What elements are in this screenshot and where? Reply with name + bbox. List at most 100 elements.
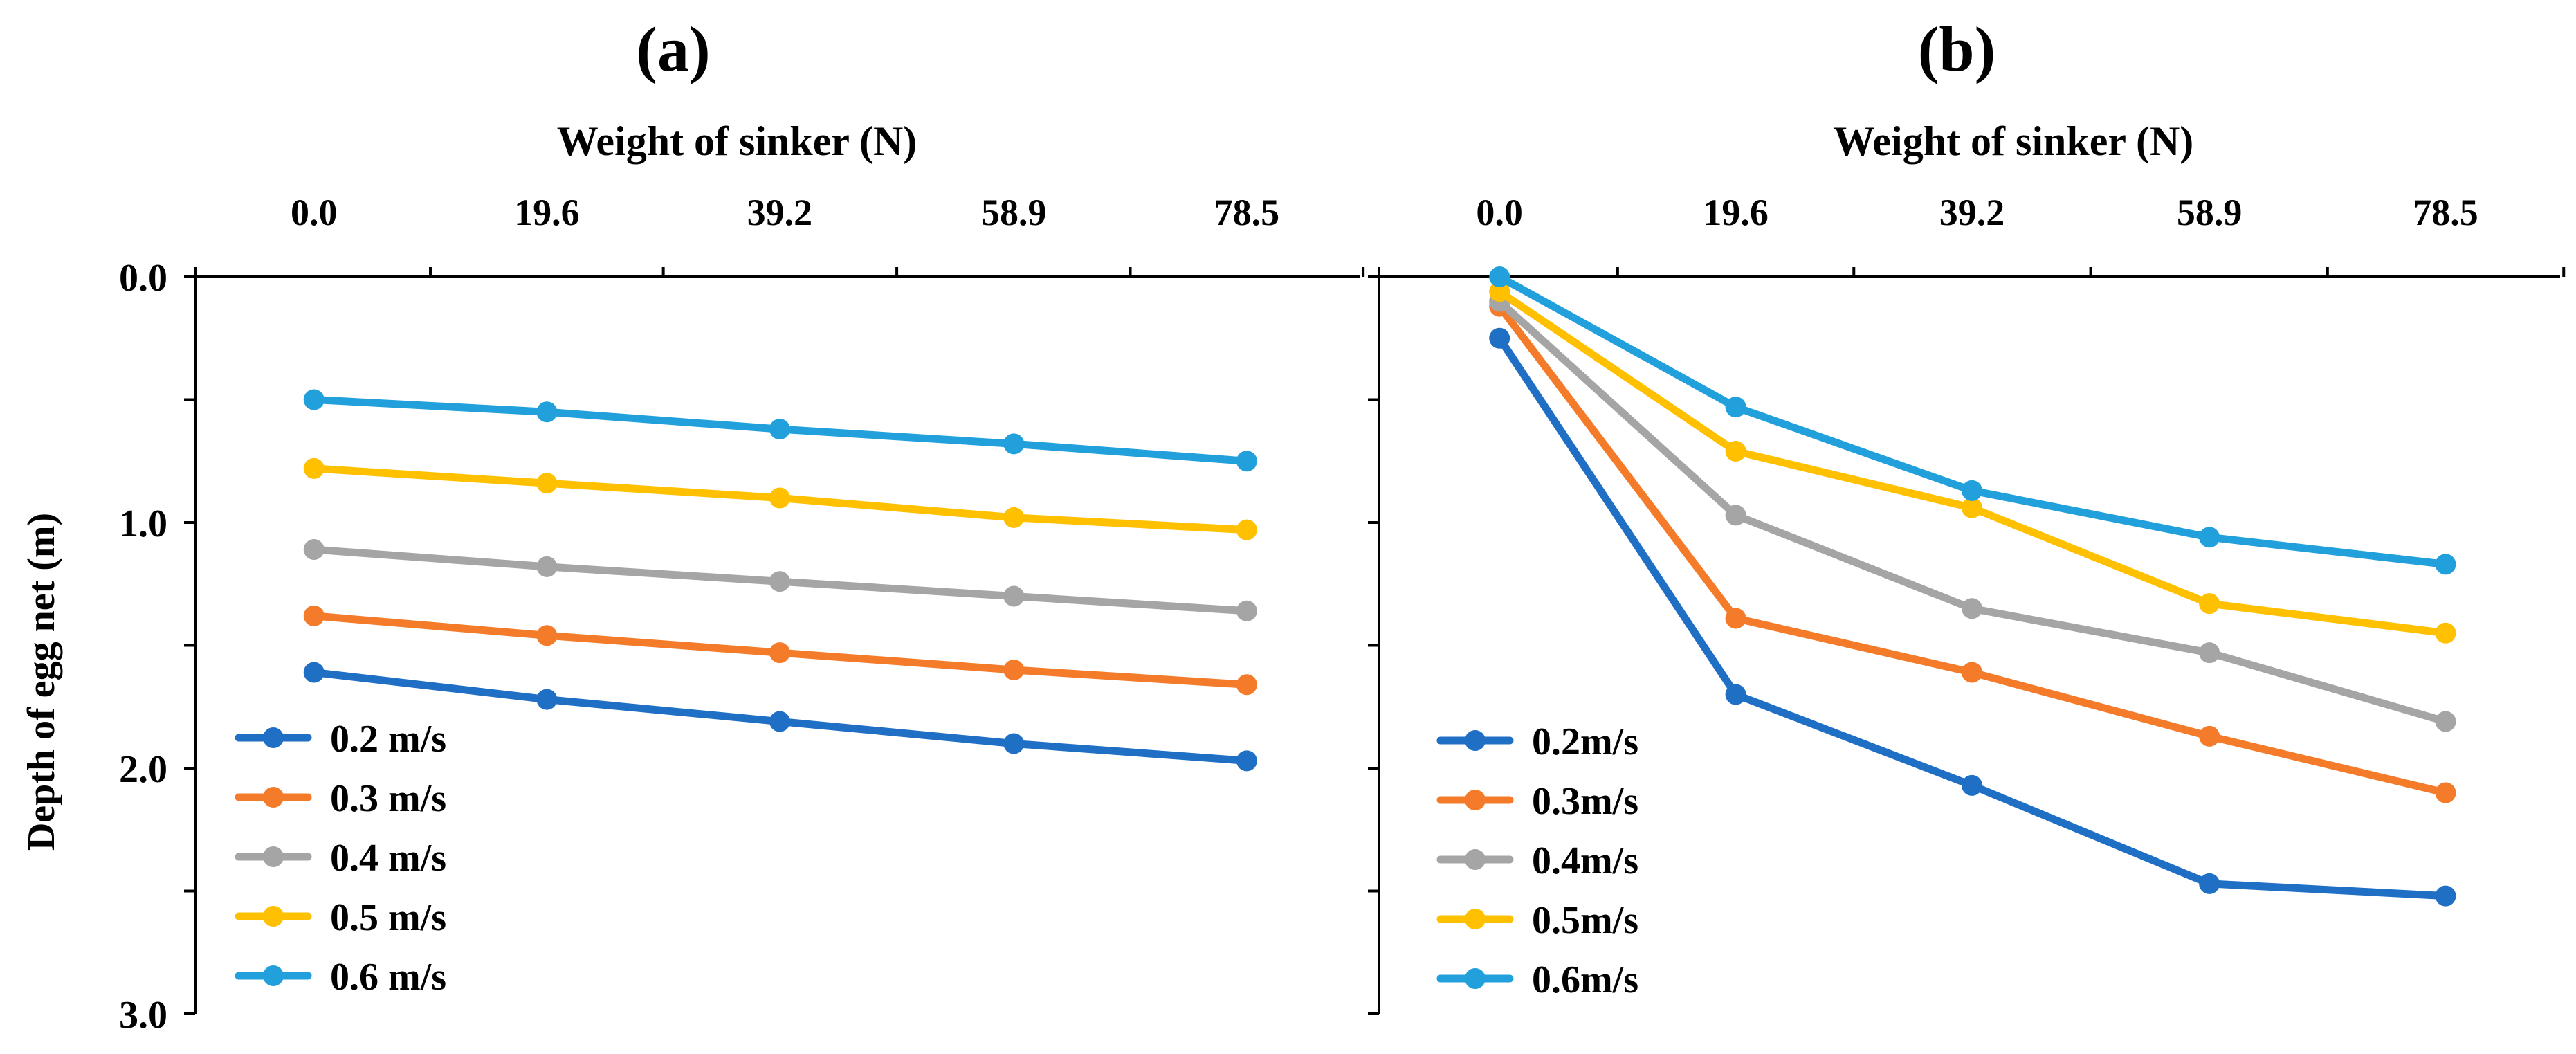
legend-item: 0.5m/s	[1436, 899, 1638, 942]
data-point	[1236, 451, 1257, 472]
data-point	[2435, 885, 2456, 907]
panel-a-legend: 0.2 m/s 0.3 m/s 0.4 m/s 0.5 m/s 0.6 m/s	[235, 718, 446, 999]
data-point	[769, 571, 790, 592]
panel-b-label: (b)	[1918, 14, 1995, 84]
legend-label: 0.2m/s	[1532, 720, 1638, 763]
legend-item: 0.3m/s	[1436, 780, 1638, 823]
data-point	[1961, 497, 1982, 518]
data-point	[2199, 593, 2220, 615]
x-tick-label: 78.5	[2413, 192, 2478, 233]
y-axis-title: Depth of egg net (m)	[20, 513, 63, 851]
legend-item: 0.4 m/s	[235, 837, 446, 880]
data-point	[536, 689, 558, 710]
data-point	[1003, 733, 1025, 754]
data-point	[303, 457, 325, 479]
data-point	[1961, 774, 1982, 796]
series-0-6m-s	[1489, 266, 2456, 575]
data-point	[1725, 441, 1746, 462]
data-point	[303, 605, 325, 626]
data-point	[2199, 873, 2220, 894]
x-tick-label: 0.0	[291, 192, 338, 233]
data-point	[1489, 281, 1510, 302]
data-point	[536, 473, 558, 494]
panel-b-x-axis-title: Weight of sinker (N)	[1834, 118, 2194, 164]
legend-swatch-marker	[263, 906, 284, 927]
panel-b-legend: 0.2m/s 0.3m/s 0.4m/s 0.5m/s 0.6m/s	[1436, 720, 1638, 1001]
legend-label: 0.3m/s	[1532, 780, 1638, 823]
legend-item: 0.4m/s	[1436, 839, 1638, 882]
x-tick-label: 19.6	[514, 192, 580, 233]
data-point	[1725, 608, 1746, 629]
data-point	[2435, 622, 2456, 644]
data-point	[303, 539, 325, 561]
data-point	[2199, 527, 2220, 548]
y-tick-label: 3.0	[119, 994, 167, 1037]
series-0-2-m-s	[303, 662, 1257, 772]
data-point	[1236, 674, 1257, 696]
data-point	[1003, 660, 1025, 680]
panel-a: (a) Weight of sinker (N) Depth of egg ne…	[20, 14, 1365, 1037]
series-0-3-m-s	[303, 605, 1257, 696]
data-point	[1725, 397, 1746, 418]
data-point	[1236, 519, 1257, 540]
data-point	[1003, 585, 1025, 607]
legend-swatch-marker	[263, 787, 284, 808]
legend-label: 0.5m/s	[1532, 899, 1638, 942]
series-line	[1495, 273, 2450, 568]
panel-b-axes	[1368, 267, 2566, 1015]
legend-swatch-marker	[1465, 849, 1486, 870]
legend-label: 0.2 m/s	[330, 718, 446, 761]
legend-swatch-marker	[263, 965, 284, 986]
data-point	[2435, 782, 2456, 803]
legend-label: 0.5 m/s	[330, 896, 446, 939]
legend-swatch-marker	[263, 846, 284, 867]
legend-swatch-marker	[1465, 730, 1486, 751]
panel-a-axes	[184, 267, 1365, 1015]
legend-item: 0.5 m/s	[235, 896, 446, 939]
x-tick-label: 19.6	[1703, 192, 1769, 233]
series-0-6-m-s	[303, 389, 1257, 472]
x-tick-label: 0.0	[1476, 192, 1523, 233]
legend-swatch-marker	[263, 727, 284, 748]
legend-swatch-marker	[1465, 790, 1486, 810]
series-line	[1495, 287, 2450, 637]
panel-a-label: (a)	[636, 14, 710, 84]
legend-swatch-marker	[1465, 909, 1486, 929]
data-point	[2199, 642, 2220, 664]
data-point	[1961, 598, 1982, 619]
data-point	[1236, 750, 1257, 772]
x-tick-label: 58.9	[981, 192, 1047, 233]
panel-b-x-tick-labels: 0.0 19.6 39.2 58.9 78.5	[1476, 192, 2478, 233]
data-point	[303, 662, 325, 683]
legend-label: 0.3 m/s	[330, 777, 446, 820]
data-point	[1003, 507, 1025, 528]
legend-item: 0.6 m/s	[235, 956, 446, 999]
data-point	[769, 419, 790, 440]
y-tick-label: 0.0	[119, 257, 167, 300]
legend-swatch-marker	[1465, 968, 1486, 989]
panel-a-x-tick-labels: 0.0 19.6 39.2 58.9 78.5	[291, 192, 1279, 233]
x-tick-label: 39.2	[747, 192, 813, 233]
data-point	[536, 625, 558, 646]
legend-label: 0.4 m/s	[330, 837, 446, 880]
x-tick-label: 58.9	[2177, 192, 2242, 233]
panel-a-y-tick-labels: 0.0 1.0 2.0 3.0	[119, 257, 167, 1037]
legend-item: 0.6m/s	[1436, 958, 1638, 1001]
data-point	[1725, 505, 1746, 526]
data-point	[1725, 684, 1746, 705]
data-point	[1961, 480, 1982, 501]
legend-item: 0.3 m/s	[235, 777, 446, 820]
panel-b-series	[1489, 266, 2456, 907]
panel-b: (b) Weight of sinker (N) 0.0 19.6 39.2 58.9…	[1368, 14, 2566, 1015]
data-point	[769, 642, 790, 664]
panel-a-x-axis-title: Weight of sinker (N)	[557, 118, 917, 164]
x-tick-label: 39.2	[1939, 192, 2005, 233]
y-tick-label: 2.0	[119, 748, 167, 791]
data-point	[1489, 327, 1510, 349]
panel-a-series	[303, 389, 1257, 772]
data-point	[1489, 266, 1510, 287]
series-0-3m-s	[1489, 296, 2456, 803]
data-point	[1961, 662, 1982, 683]
legend-item: 0.2 m/s	[235, 718, 446, 761]
